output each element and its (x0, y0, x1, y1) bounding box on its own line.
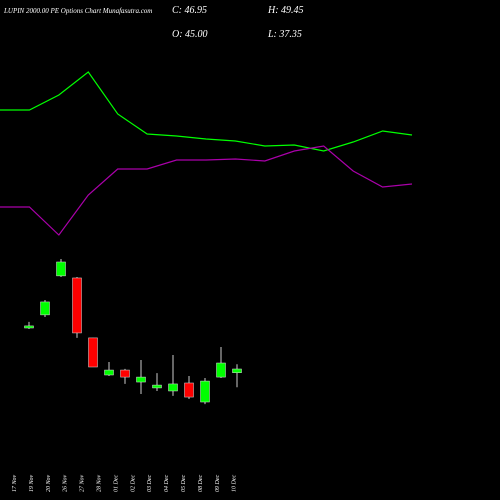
line-series (0, 145, 413, 236)
candle-body (120, 369, 130, 378)
chart-title: LUPIN 2000.00 PE Options Chart Munafasut… (3, 7, 152, 15)
candle-body (216, 362, 226, 378)
high-label: H: 49.45 (267, 5, 304, 16)
open-label: O: 45.00 (172, 29, 208, 40)
candle-body (88, 337, 98, 368)
x-tick-label: 09 Dec (215, 475, 221, 492)
candle-body (200, 380, 210, 403)
x-tick-label: 19 Nov (29, 474, 35, 492)
candle-body (56, 261, 66, 277)
x-tick-label: 28 Nov (97, 474, 103, 492)
line-series (0, 71, 413, 152)
candle-body (104, 369, 114, 376)
x-tick-label: 27 Nov (80, 474, 86, 492)
low-label: L: 37.35 (267, 29, 302, 40)
candle-body (168, 383, 178, 392)
candle-body (232, 368, 242, 373)
x-tick-label: 04 Dec (163, 475, 170, 492)
candle-body (72, 277, 82, 334)
x-tick-label: 17 Nov (12, 474, 18, 492)
candle-body (40, 301, 50, 316)
candle-body (184, 382, 194, 398)
x-tick-label: 26 Nov (63, 474, 69, 492)
x-tick-label: 03 Dec (147, 475, 153, 492)
candle-body (24, 325, 34, 329)
x-tick-label: 20 Nov (46, 474, 52, 492)
candle-body (136, 376, 146, 383)
x-tick-label: 10 Dec (232, 475, 238, 492)
x-tick-label: 01 Dec (113, 475, 119, 492)
x-tick-label: 02 Dec (130, 475, 136, 492)
x-tick-label: 08 Dec (198, 475, 204, 492)
candle-body (152, 384, 162, 389)
x-tick-label: 05 Dec (181, 475, 187, 492)
close-label: C: 46.95 (172, 5, 207, 16)
